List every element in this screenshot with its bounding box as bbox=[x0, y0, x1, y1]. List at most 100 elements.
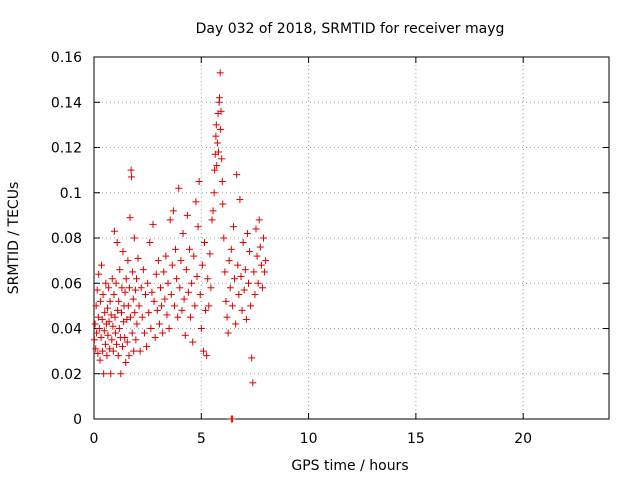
data-point bbox=[235, 291, 243, 299]
data-point bbox=[177, 257, 185, 265]
data-point bbox=[164, 279, 172, 287]
data-point bbox=[229, 223, 237, 231]
data-point bbox=[212, 121, 220, 129]
data-point bbox=[224, 329, 232, 337]
data-point bbox=[91, 320, 99, 328]
data-point bbox=[148, 288, 156, 296]
data-point bbox=[182, 266, 190, 274]
data-point bbox=[158, 302, 166, 310]
data-point bbox=[92, 345, 100, 353]
data-point bbox=[242, 315, 250, 323]
data-point bbox=[195, 177, 203, 185]
data-point bbox=[108, 336, 116, 344]
data-point bbox=[261, 268, 269, 276]
y-tick-label: 0.16 bbox=[51, 50, 82, 66]
data-point bbox=[128, 173, 136, 181]
data-point bbox=[133, 320, 141, 328]
data-point bbox=[207, 284, 215, 292]
data-point bbox=[226, 284, 234, 292]
data-point bbox=[110, 227, 118, 235]
data-point bbox=[211, 166, 219, 174]
data-point bbox=[151, 334, 159, 342]
data-point bbox=[213, 139, 221, 147]
data-point bbox=[136, 347, 144, 355]
data-point bbox=[126, 313, 134, 321]
data-point bbox=[109, 347, 117, 355]
data-point bbox=[190, 252, 198, 260]
data-point bbox=[181, 331, 189, 339]
data-point bbox=[197, 325, 205, 332]
data-point bbox=[129, 295, 137, 303]
data-point bbox=[258, 284, 266, 292]
data-point bbox=[138, 313, 146, 321]
data-point bbox=[219, 200, 227, 208]
data-point bbox=[222, 297, 230, 305]
y-tick-label: 0.08 bbox=[51, 231, 82, 247]
data-point bbox=[231, 275, 239, 283]
data-point bbox=[165, 325, 173, 332]
y-tick-label: 0.12 bbox=[51, 141, 82, 157]
data-point bbox=[169, 207, 177, 215]
data-point bbox=[203, 352, 211, 360]
data-point bbox=[160, 268, 168, 276]
data-point bbox=[108, 275, 116, 283]
data-point bbox=[218, 177, 226, 185]
data-point bbox=[98, 261, 106, 269]
data-point bbox=[262, 257, 270, 265]
data-point bbox=[210, 189, 218, 197]
y-tick-label: 0.06 bbox=[51, 276, 82, 292]
y-tick-label: 0.04 bbox=[51, 322, 82, 338]
y-tick-label: 0 bbox=[73, 412, 82, 428]
data-point bbox=[94, 349, 102, 357]
data-point bbox=[247, 302, 255, 310]
data-point bbox=[106, 345, 114, 353]
data-point bbox=[149, 220, 157, 228]
data-point bbox=[124, 257, 132, 265]
data-point bbox=[122, 275, 130, 283]
data-point bbox=[245, 279, 252, 287]
data-point bbox=[255, 216, 263, 224]
data-point bbox=[198, 261, 206, 269]
data-point bbox=[155, 320, 163, 328]
plot-frame bbox=[93, 56, 610, 420]
data-point bbox=[213, 162, 221, 170]
y-tick-label: 0.02 bbox=[51, 367, 82, 383]
data-point bbox=[93, 286, 101, 294]
data-point bbox=[212, 132, 220, 140]
x-tick-label: 10 bbox=[300, 431, 318, 447]
x-tick-label: 5 bbox=[197, 431, 206, 447]
data-point bbox=[93, 329, 101, 337]
data-point bbox=[183, 211, 191, 219]
data-point bbox=[129, 268, 137, 276]
data-point bbox=[193, 272, 201, 280]
data-point bbox=[180, 295, 188, 303]
data-point bbox=[144, 279, 152, 287]
data-point bbox=[175, 184, 183, 192]
data-point bbox=[147, 325, 155, 332]
data-point bbox=[114, 352, 122, 360]
data-point bbox=[240, 286, 248, 294]
data-point bbox=[254, 279, 262, 287]
data-point bbox=[236, 196, 244, 204]
data-point bbox=[257, 261, 265, 269]
data-point bbox=[137, 284, 145, 292]
data-point bbox=[102, 279, 110, 287]
data-point bbox=[234, 261, 242, 269]
data-point bbox=[228, 415, 236, 423]
data-point bbox=[220, 234, 228, 242]
data-point bbox=[126, 214, 134, 222]
data-point bbox=[233, 171, 241, 179]
data-point bbox=[253, 252, 261, 260]
data-point bbox=[107, 311, 115, 319]
data-point bbox=[134, 254, 142, 262]
data-point bbox=[239, 239, 247, 247]
x-axis-ticks: 0 5 10 15 20 bbox=[90, 57, 532, 447]
data-point bbox=[237, 272, 245, 280]
x-tick-label: 0 bbox=[90, 431, 99, 447]
grid-lines bbox=[94, 57, 609, 419]
data-point bbox=[96, 356, 104, 364]
data-point bbox=[189, 338, 197, 346]
data-point bbox=[115, 325, 123, 332]
data-point bbox=[146, 239, 154, 247]
data-point bbox=[117, 309, 125, 317]
